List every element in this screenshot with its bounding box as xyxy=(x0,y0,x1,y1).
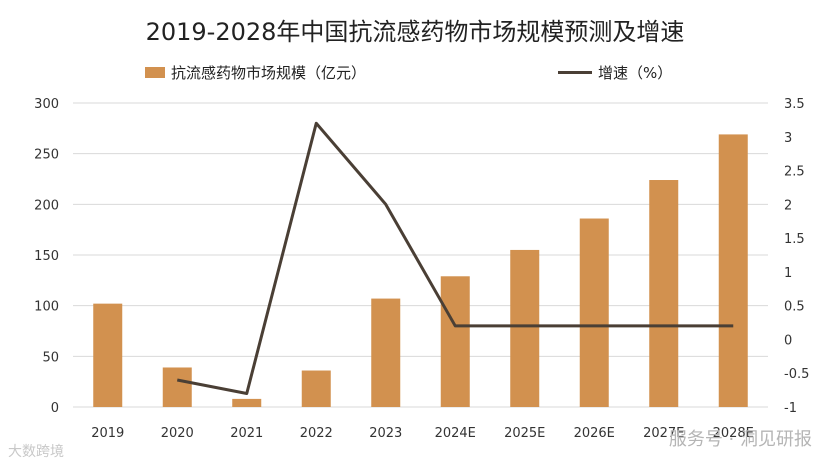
bar-2023 xyxy=(371,298,401,407)
x-tick-label: 2020 xyxy=(161,426,194,441)
x-tick-label: 2025E xyxy=(504,426,545,441)
y-left-tick-label: 300 xyxy=(34,97,59,112)
y-right-tick-label: 1.5 xyxy=(784,232,805,247)
watermark-right: 服务号 · 洞见研报 xyxy=(668,429,812,450)
y-left-tick-label: 150 xyxy=(34,249,59,264)
bar-2024E xyxy=(440,276,470,407)
y-right-tick-label: 3.5 xyxy=(784,97,805,112)
x-tick-label: 2027E xyxy=(643,426,684,441)
y-right-tick-label: 0 xyxy=(784,333,792,348)
y-left-tick-label: 0 xyxy=(51,401,59,416)
x-tick-label: 2019 xyxy=(91,426,124,441)
x-tick-label: 2022 xyxy=(300,426,333,441)
legend-item-market-size: 抗流感药物市场规模（亿元） xyxy=(145,62,366,83)
legend-label-market-size: 抗流感药物市场规模（亿元） xyxy=(171,64,367,82)
x-tick-label: 2021 xyxy=(230,426,263,441)
legend-item-growth: 增速（%） xyxy=(558,62,672,83)
y-left-tick-label: 100 xyxy=(34,300,59,315)
y-right-tick-label: -1 xyxy=(784,401,797,416)
bar-2019 xyxy=(93,303,123,407)
y-right-tick-label: 2 xyxy=(784,198,792,213)
legend-swatch-bar xyxy=(145,67,165,78)
x-tick-label: 2026E xyxy=(574,426,615,441)
chart-title: 2019-2028年中国抗流感药物市场规模预测及增速 xyxy=(145,18,685,46)
bar-2027E xyxy=(649,180,679,407)
y-right-tick-label: 0.5 xyxy=(784,300,805,315)
bar-2021 xyxy=(232,398,262,407)
y-left-tick-label: 250 xyxy=(34,148,59,163)
legend: 抗流感药物市场规模（亿元） 增速（%） xyxy=(0,62,830,84)
bar-2020 xyxy=(162,367,192,407)
y-right-tick-label: 3 xyxy=(784,131,792,146)
x-tick-label: 2028E xyxy=(713,426,754,441)
watermark-left: 大数跨境 xyxy=(8,444,64,460)
growth-line xyxy=(176,121,734,395)
legend-label-growth: 增速（%） xyxy=(598,64,673,82)
bar-2028E xyxy=(718,134,748,407)
bar-2022 xyxy=(301,370,331,407)
y-left-tick-label: 50 xyxy=(42,350,59,365)
legend-swatch-line xyxy=(558,71,592,74)
y-left-tick-label: 200 xyxy=(34,198,59,213)
y-right-tick-label: 1 xyxy=(784,266,792,281)
bar-2025E xyxy=(510,249,540,407)
bar-2026E xyxy=(579,218,609,407)
x-tick-label: 2024E xyxy=(435,426,476,441)
y-right-tick-label: -0.5 xyxy=(784,367,809,382)
y-right-tick-label: 2.5 xyxy=(784,165,805,180)
x-tick-label: 2023 xyxy=(369,426,402,441)
